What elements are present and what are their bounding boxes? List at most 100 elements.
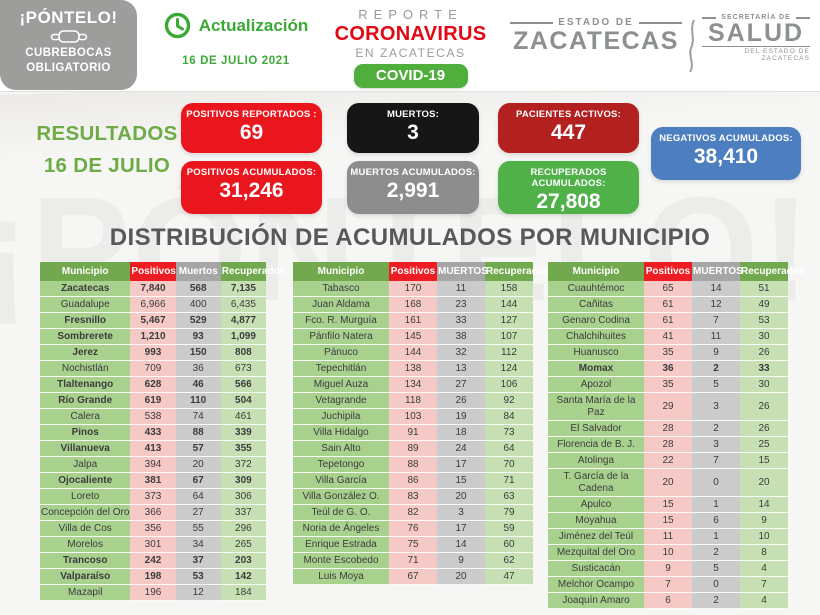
table-cell: 26 <box>740 392 788 421</box>
secretaria-salud-logo: SECRETARÍA DE SALUD DEL ESTADO DE ZACATE… <box>702 14 810 62</box>
stat-label: NEGATIVOS ACUMULADOS: <box>659 133 793 144</box>
table-row: Tabasco 170 11 158 <box>293 281 533 297</box>
table-cell: 26 <box>740 420 788 437</box>
table-cell: 60 <box>485 536 533 553</box>
table-cell: 10 <box>740 528 788 545</box>
table-cell: 57 <box>175 440 221 457</box>
table-row: Calera 538 74 461 <box>40 408 266 425</box>
table-cell: 1 <box>692 528 740 545</box>
salud-tagline: DEL ESTADO DE ZACATECAS <box>702 46 810 62</box>
table-cell: 82 <box>389 504 437 521</box>
update-block: Actualización 16 DE JULIO 2021 <box>146 12 326 67</box>
table-cell: 296 <box>220 520 266 537</box>
table-cell: 356 <box>130 520 176 537</box>
table-cell: 30 <box>740 328 788 345</box>
table-row: Vetagrande 118 26 92 <box>293 392 533 409</box>
table-row: Huanusco 35 9 26 <box>548 344 788 361</box>
table-cell: 4 <box>740 560 788 577</box>
table-cell: 9 <box>437 552 485 569</box>
table-cell: 13 <box>437 360 485 377</box>
table-row: Morelos 301 34 265 <box>40 536 266 553</box>
table-row: Tepetongo 88 17 70 <box>293 456 533 473</box>
table-cell: 67 <box>175 472 221 489</box>
table-row: Jerez 993 150 808 <box>40 344 266 361</box>
table-cell: Tepetongo <box>293 456 389 473</box>
table-cell: 41 <box>644 328 692 345</box>
table-cell: 2 <box>692 420 740 437</box>
stat-recuperados-acumulados: RECUPERADOS ACUMULADOS: 27,808 <box>498 161 639 214</box>
table-cell: 8 <box>740 544 788 561</box>
table-cell: 84 <box>485 408 533 425</box>
table-row: Zacatecas 7,840 568 7,135 <box>40 281 266 297</box>
divider-line <box>638 21 683 24</box>
table-cell: 62 <box>485 552 533 569</box>
table-cell: 26 <box>740 344 788 361</box>
table-cell: Miguel Auza <box>293 376 389 393</box>
table-cell: 7 <box>740 576 788 593</box>
table-row: Fco. R. Murguía 161 33 127 <box>293 312 533 329</box>
table-cell: 15 <box>437 472 485 489</box>
table-cell: 79 <box>485 504 533 521</box>
table-row: Cuauhtémoc 65 14 51 <box>548 281 788 297</box>
table-cell: Jerez <box>40 344 131 361</box>
table-cell: 24 <box>437 440 485 457</box>
table-cell: 355 <box>220 440 266 457</box>
stat-label: POSITIVOS ACUMULADOS: <box>186 167 317 178</box>
table-row: Momax 36 2 33 <box>548 360 788 377</box>
table-cell: 19 <box>437 408 485 425</box>
municipality-table-3: Municipio Positivos MUERTOS Recuperados Cua… <box>548 262 804 609</box>
table-cell: Apulco <box>548 496 644 513</box>
table-cell: Villanueva <box>40 440 131 457</box>
table-cell: 366 <box>130 504 176 521</box>
table-cell: 38 <box>437 328 485 345</box>
table-cell: Loreto <box>40 488 131 505</box>
table-cell: Juan Aldama <box>293 296 389 313</box>
stat-positivos-reportados: POSITIVOS REPORTADOS : 69 <box>181 103 322 153</box>
table-cell: 67 <box>389 568 437 585</box>
results-line-1: RESULTADOS <box>36 122 178 145</box>
table-row: Enrique Estrada 75 14 60 <box>293 536 533 553</box>
table-cell: 373 <box>130 488 176 505</box>
table-cell: 6 <box>644 592 692 609</box>
table-row: Río Grande 619 110 504 <box>40 392 266 409</box>
table-cell: Cuauhtémoc <box>548 281 644 297</box>
column-header: Municipio <box>548 262 644 281</box>
table-row: Noria de Ángeles 76 17 59 <box>293 520 533 537</box>
table-cell: 65 <box>644 281 692 297</box>
table-cell: 28 <box>644 420 692 437</box>
table-cell: 12 <box>175 584 221 601</box>
table-cell: 73 <box>485 424 533 441</box>
column-header: MUERTOS <box>692 262 743 281</box>
table-cell: 12 <box>692 296 740 313</box>
update-label: Actualización <box>198 15 309 35</box>
table-cell: 91 <box>389 424 437 441</box>
table-cell: 9 <box>644 560 692 577</box>
table-cell: 7 <box>644 576 692 593</box>
table-cell: 106 <box>485 376 533 393</box>
divider-line <box>510 21 554 24</box>
table-cell: 619 <box>130 392 176 409</box>
stat-label: PACIENTES ACTIVOS: <box>516 109 621 120</box>
estado-zacatecas-logo: ESTADO DE ZACATECAS <box>510 17 683 54</box>
table-row: Trancoso 242 37 203 <box>40 552 266 569</box>
table-row: Teúl de G. O. 82 3 79 <box>293 504 533 521</box>
table-cell: 11 <box>692 328 740 345</box>
table-cell: 51 <box>740 281 788 297</box>
table-cell: Morelos <box>40 536 131 553</box>
table-cell: 14 <box>437 536 485 553</box>
municipality-table-2: Municipio Positivos MUERTOS Recuperados Tab… <box>293 262 549 585</box>
table-cell: El Salvador <box>548 420 644 437</box>
header-bar: ¡PÓNTELO! CUBREBOCAS OBLIGATORIO Actuali… <box>0 0 820 92</box>
table-cell: Florencia de B. J. <box>548 436 644 453</box>
table-cell: 504 <box>220 392 266 409</box>
stat-pacientes-activos: PACIENTES ACTIVOS: 447 <box>498 103 639 153</box>
table-cell: 4 <box>740 592 788 609</box>
table-header-row: Municipio Positivos MUERTOS Recuperados <box>548 262 804 281</box>
table-cell: 10 <box>644 544 692 561</box>
column-header: Recuperados <box>220 262 285 281</box>
table-cell: 4,877 <box>220 312 266 329</box>
table-cell: 2 <box>692 360 740 377</box>
column-header: Recuperados <box>740 262 804 281</box>
table-cell: 3 <box>692 392 740 421</box>
table-cell: 118 <box>389 392 437 409</box>
